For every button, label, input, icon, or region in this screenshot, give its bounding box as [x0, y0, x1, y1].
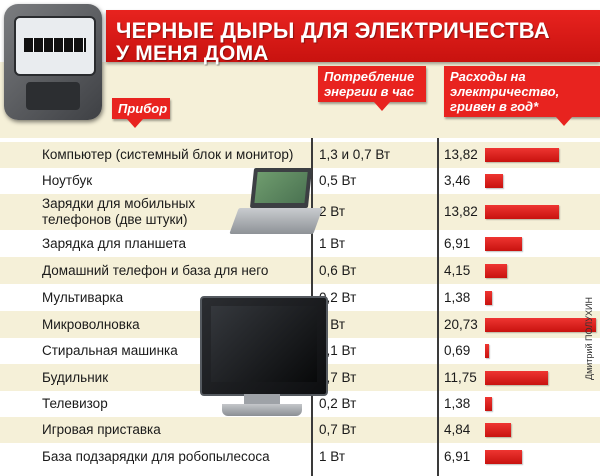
cost-bar — [485, 423, 511, 437]
author-credit: Дмитрий ПОЛУХИН — [584, 297, 594, 380]
device-name-line: Будильник — [42, 370, 109, 385]
device-name-line: Мультиварка — [42, 290, 124, 305]
power-value: 0,2 Вт — [319, 396, 357, 411]
cost-bar — [485, 291, 492, 305]
device-name-line: Домашний телефон и база для него — [42, 263, 269, 278]
power-value: 1,7 Вт — [319, 370, 357, 385]
divider-power-cost — [437, 138, 439, 476]
device-name: Зарядки для мобильных телефонов (две штук… — [42, 196, 195, 228]
meter-base — [26, 82, 80, 110]
device-name: Зарядка для планшета — [42, 236, 186, 252]
device-name: Игровая приставка — [42, 422, 161, 438]
column-header-device: Прибор — [112, 98, 170, 128]
cost-value-label: 11,75 — [444, 370, 477, 385]
power-value: 1 Вт — [319, 236, 345, 251]
cost-bar — [485, 237, 522, 251]
power-value: 1 Вт — [319, 449, 345, 464]
cost-bar — [485, 371, 548, 385]
column-header-power: Потребление энергии в час — [318, 66, 426, 111]
laptop-icon — [229, 168, 323, 242]
device-name: Стиральная машинка — [42, 343, 178, 359]
table-row: Мультиварка 0,2 Вт 1,38 — [0, 284, 600, 311]
power-value: 0,5 Вт — [319, 173, 357, 188]
power-value: 2 Вт — [319, 204, 345, 219]
device-name: Мультиварка — [42, 290, 123, 306]
column-header-cost: Расходы на электричество, гривен в год* — [444, 66, 600, 126]
device-name-line: Микроволновка — [42, 317, 140, 332]
table-row: Игровая приставка 0,7 Вт 4,84 — [0, 417, 600, 443]
electric-meter-icon — [4, 4, 102, 120]
cost-value-label: 1,38 — [444, 396, 471, 411]
device-name-line: Зарядка для планшета — [42, 236, 187, 251]
cost-value-label: 13,82 — [444, 204, 478, 219]
device-name: Будильник — [42, 370, 108, 386]
cost-bar — [485, 148, 559, 162]
device-name-line: Зарядки для мобильных — [42, 196, 196, 211]
device-name: Телевизор — [42, 396, 108, 412]
device-name-line: Компьютер (системный блок и монитор) — [42, 147, 294, 162]
power-value: 1,3 и 0,7 Вт — [319, 147, 391, 162]
cost-bar — [485, 264, 507, 278]
device-name-line: Стиральная машинка — [42, 343, 178, 358]
cost-value-label: 13,82 — [444, 147, 478, 162]
table-row: База подзарядки для робопылесоса 1 Вт 6,91 — [0, 443, 600, 471]
cost-value-label: 4,15 — [444, 263, 471, 278]
title-banner — [106, 10, 600, 62]
device-name: Ноутбук — [42, 173, 92, 189]
cost-bar — [485, 344, 489, 358]
cost-bar — [485, 318, 596, 332]
cost-value-label: 3,46 — [444, 173, 471, 188]
meter-digits — [24, 38, 86, 52]
laptop-keyboard — [229, 208, 323, 234]
device-name: База подзарядки для робопылесоса — [42, 449, 270, 465]
table-row: Зарядка для планшета 1 Вт 6,91 — [0, 230, 600, 257]
cost-bar — [485, 174, 503, 188]
cost-bar — [485, 205, 559, 219]
table-row: Домашний телефон и база для него 0,6 Вт 4,… — [0, 257, 600, 284]
device-name-line: телефонов (две штуки) — [42, 212, 188, 227]
power-value: 0,7 Вт — [319, 422, 357, 437]
cost-value-label: 6,91 — [444, 449, 471, 464]
laptop-screen — [249, 168, 313, 208]
cost-value-label: 1,38 — [444, 290, 471, 305]
tv-foot — [222, 404, 302, 416]
tv-frame — [200, 296, 328, 396]
cost-value-label: 20,73 — [444, 317, 478, 332]
laptop-display — [254, 172, 308, 203]
tv-icon — [200, 296, 328, 422]
device-name: Домашний телефон и база для него — [42, 263, 268, 279]
device-name: Микроволновка — [42, 317, 140, 333]
device-name-line: Телевизор — [42, 396, 108, 411]
power-value: 0,6 Вт — [319, 263, 357, 278]
device-name-line: Ноутбук — [42, 173, 93, 188]
meter-face — [14, 16, 96, 76]
power-value: 0,2 Вт — [319, 290, 357, 305]
cost-bar — [485, 450, 522, 464]
device-name: Компьютер (системный блок и монитор) — [42, 147, 293, 163]
table-row: Ноутбук 0,5 Вт 3,46 — [0, 168, 600, 194]
table-row: Телевизор 0,2 Вт 1,38 — [0, 391, 600, 417]
power-value: 0,1 Вт — [319, 343, 357, 358]
title-line-2: У МЕНЯ ДОМА — [116, 42, 269, 65]
tv-stand — [244, 394, 280, 404]
table-row: Компьютер (системный блок и монитор) 1,3 … — [0, 142, 600, 168]
cost-value-label: 6,91 — [444, 236, 471, 251]
table-row: Стиральная машинка 0,1 Вт 0,69 — [0, 338, 600, 364]
device-name-line: База подзарядки для робопылесоса — [42, 449, 270, 464]
cost-value-label: 4,84 — [444, 422, 471, 437]
title-line-1: ЧЕРНЫЕ ДЫРЫ ДЛЯ ЭЛЕКТРИЧЕСТВА — [116, 18, 550, 43]
device-name-line: Игровая приставка — [42, 422, 161, 437]
cost-bar — [485, 397, 492, 411]
tv-screen — [211, 306, 317, 382]
cost-value-label: 0,69 — [444, 343, 471, 358]
